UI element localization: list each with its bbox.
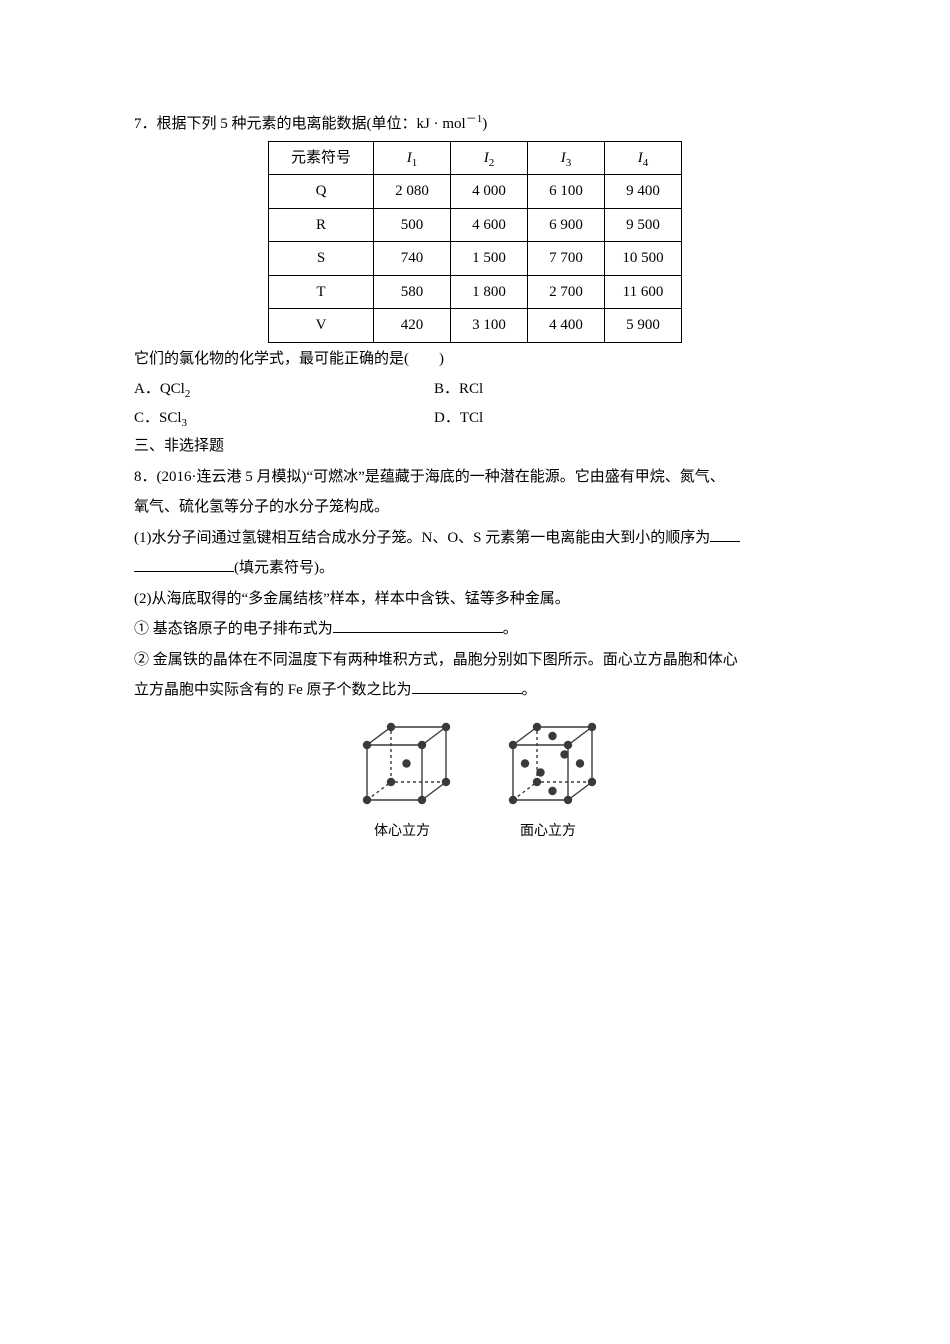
fcc-figure: 面心立方 (493, 715, 603, 846)
table-row: R5004 6006 9009 500 (269, 208, 682, 242)
cell-value: 500 (374, 208, 451, 242)
bcc-svg (347, 715, 457, 815)
q7-dot: · (434, 116, 439, 132)
cell-symbol: S (269, 242, 374, 276)
table-row: V4203 1004 4005 900 (269, 309, 682, 343)
q7-close: ) (482, 116, 487, 132)
blank-order-top (710, 526, 740, 541)
cell-symbol: R (269, 208, 374, 242)
q8-p2-2b: 立方晶胞中实际含有的 Fe 原子个数之比为。 (134, 676, 816, 705)
table-header-row: 元素符号 I1 I2 I3 I4 (269, 141, 682, 175)
cell-value: 3 100 (451, 309, 528, 343)
q8-p2: (2)从海底取得的“多金属结核”样本，样本中含铁、锰等多种金属。 (134, 585, 816, 614)
blank-ratio (412, 679, 522, 694)
blank-order-cont (134, 557, 234, 572)
q8-p1a: (1)水分子间通过氢键相互结合成水分子笼。N、O、S 元素第一电离能由大到小的顺… (134, 524, 816, 553)
q7-stem: 7．根据下列 5 种元素的电离能数据(单位：kJ · mol－1) (134, 110, 816, 139)
q7-unit: mol－1 (442, 116, 482, 132)
fcc-svg (493, 715, 603, 815)
cell-value: 740 (374, 242, 451, 276)
section-3-heading: 三、非选择题 (134, 432, 816, 461)
th-i3: I3 (528, 141, 605, 175)
fcc-caption: 面心立方 (493, 819, 603, 846)
cell-value: 9 500 (605, 208, 682, 242)
cell-value: 10 500 (605, 242, 682, 276)
q7-options-row2: C．SCl3 D．TCl (134, 404, 816, 433)
crystal-figures: 体心立方 面心立方 (134, 715, 816, 846)
cell-value: 2 080 (374, 175, 451, 209)
cell-symbol: T (269, 275, 374, 309)
cell-value: 11 600 (605, 275, 682, 309)
bcc-caption: 体心立方 (347, 819, 457, 846)
cell-symbol: V (269, 309, 374, 343)
ionization-table: 元素符号 I1 I2 I3 I4 Q2 0804 0006 1009 400R5… (268, 141, 682, 343)
q8-p1b: (填元素符号)。 (134, 554, 816, 583)
th-i1: I1 (374, 141, 451, 175)
q7-option-a: A．QCl2 (134, 375, 434, 404)
q8-p2-1: ① 基态铬原子的电子排布式为。 (134, 615, 816, 644)
cell-value: 4 000 (451, 175, 528, 209)
cell-value: 1 500 (451, 242, 528, 276)
cell-value: 2 700 (528, 275, 605, 309)
th-i4: I4 (605, 141, 682, 175)
q8-line1b: 氧气、硫化氢等分子的水分子笼构成。 (134, 493, 816, 522)
q7-post-table: 它们的氯化物的化学式，最可能正确的是( ) (134, 345, 816, 374)
cell-value: 420 (374, 309, 451, 343)
cell-value: 6 100 (528, 175, 605, 209)
cell-value: 4 600 (451, 208, 528, 242)
cell-value: 1 800 (451, 275, 528, 309)
blank-electron-config (333, 618, 503, 633)
cell-value: 9 400 (605, 175, 682, 209)
q7-number: 7． (134, 116, 157, 132)
cell-value: 4 400 (528, 309, 605, 343)
bcc-figure: 体心立方 (347, 715, 457, 846)
th-symbol: 元素符号 (269, 141, 374, 175)
th-i2: I2 (451, 141, 528, 175)
cell-symbol: Q (269, 175, 374, 209)
cell-value: 5 900 (605, 309, 682, 343)
cell-value: 580 (374, 275, 451, 309)
cell-value: 6 900 (528, 208, 605, 242)
q7-option-c: C．SCl3 (134, 404, 434, 433)
q7-option-d: D．TCl (434, 404, 734, 433)
table-row: T5801 8002 70011 600 (269, 275, 682, 309)
q8-p2-2a: ② 金属铁的晶体在不同温度下有两种堆积方式，晶胞分别如下图所示。面心立方晶胞和体… (134, 646, 816, 675)
table-row: S7401 5007 70010 500 (269, 242, 682, 276)
q7-option-b: B．RCl (434, 375, 734, 404)
q7-options-row1: A．QCl2 B．RCl (134, 375, 816, 404)
table-row: Q2 0804 0006 1009 400 (269, 175, 682, 209)
q7-stem-text: 根据下列 5 种元素的电离能数据(单位：kJ (157, 116, 430, 132)
cell-value: 7 700 (528, 242, 605, 276)
q8-line1: 8．(2016·连云港 5 月模拟)“可燃冰”是蕴藏于海底的一种潜在能源。它由盛… (134, 463, 816, 492)
